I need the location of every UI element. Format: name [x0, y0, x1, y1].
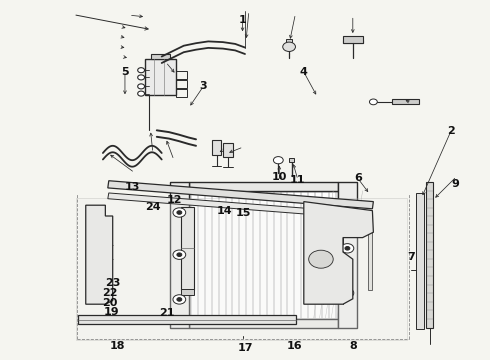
Text: 22: 22 [102, 288, 118, 298]
Text: 9: 9 [452, 179, 460, 189]
Polygon shape [86, 205, 113, 304]
Bar [286, 39, 292, 45]
Text: 11: 11 [290, 175, 306, 185]
Text: 8: 8 [349, 341, 357, 351]
Text: 20: 20 [102, 298, 118, 308]
Bar [87, 248, 103, 266]
Circle shape [273, 157, 283, 164]
Bar [392, 99, 419, 104]
Text: 19: 19 [104, 307, 120, 318]
Text: 23: 23 [105, 278, 121, 288]
Circle shape [345, 212, 350, 216]
Bar [189, 182, 338, 191]
Bar [212, 140, 221, 155]
Circle shape [138, 75, 145, 80]
Bar [151, 54, 170, 59]
Bar [343, 40, 363, 43]
Text: 7: 7 [408, 252, 416, 262]
Circle shape [341, 244, 354, 253]
Bar [170, 182, 189, 328]
Bar [145, 59, 176, 95]
Circle shape [341, 209, 354, 219]
Polygon shape [108, 193, 368, 219]
Bar [176, 71, 187, 79]
Circle shape [369, 99, 377, 105]
Circle shape [177, 211, 182, 214]
Circle shape [177, 253, 182, 256]
Circle shape [173, 295, 186, 304]
Bar [223, 143, 233, 157]
Circle shape [173, 208, 186, 217]
Polygon shape [304, 202, 373, 304]
Text: 5: 5 [121, 67, 129, 77]
Circle shape [177, 298, 182, 301]
Text: 17: 17 [237, 343, 253, 354]
Circle shape [345, 291, 350, 295]
Text: 4: 4 [300, 67, 308, 77]
Text: 16: 16 [286, 341, 302, 351]
Circle shape [173, 250, 186, 259]
Bar [176, 89, 187, 97]
Circle shape [138, 68, 145, 73]
Circle shape [283, 42, 295, 51]
Text: 13: 13 [124, 182, 140, 192]
Text: 15: 15 [236, 208, 251, 218]
Polygon shape [108, 181, 373, 209]
Text: 3: 3 [199, 81, 207, 91]
Text: 14: 14 [217, 206, 232, 216]
Bar [76, 198, 407, 340]
Bar [181, 207, 194, 290]
Text: 24: 24 [145, 202, 161, 212]
Text: 21: 21 [159, 308, 174, 318]
Bar [189, 319, 338, 328]
Bar [176, 80, 187, 88]
Text: 18: 18 [110, 341, 125, 351]
Bar [343, 36, 363, 43]
Bar [416, 193, 424, 329]
Text: 10: 10 [271, 172, 287, 182]
Text: 12: 12 [166, 195, 182, 205]
Bar [289, 158, 294, 162]
Bar [308, 245, 340, 274]
Circle shape [309, 250, 333, 268]
Circle shape [138, 84, 145, 89]
Bar [426, 182, 433, 328]
Circle shape [138, 91, 145, 96]
Bar [368, 213, 372, 290]
Bar [189, 191, 338, 319]
Bar [181, 289, 194, 295]
Text: 1: 1 [239, 15, 246, 25]
Text: 2: 2 [447, 126, 455, 136]
Circle shape [341, 288, 354, 298]
Bar [78, 315, 296, 324]
Circle shape [345, 247, 350, 250]
Bar [338, 182, 357, 328]
Text: 6: 6 [354, 173, 362, 183]
